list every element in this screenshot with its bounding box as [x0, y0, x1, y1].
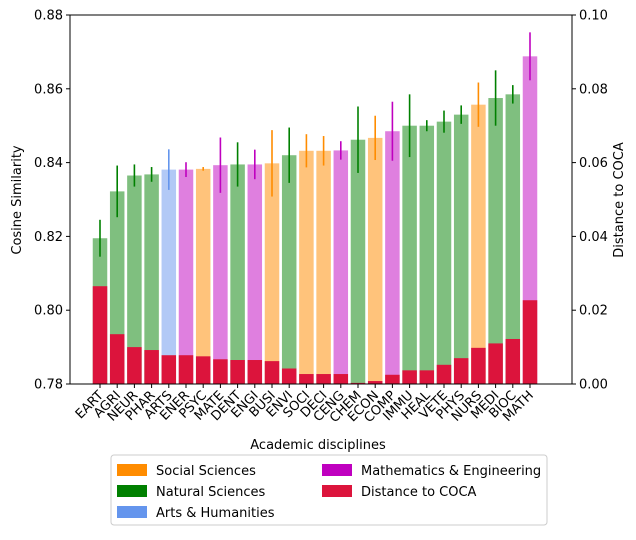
y-tick-label-left: 0.80	[34, 304, 63, 319]
similarity-bar-ceng	[333, 150, 349, 384]
distance-bar-deci	[316, 374, 331, 384]
distance-bar-nurs	[471, 347, 486, 384]
similarity-bar-dent	[230, 164, 245, 384]
distance-bar-busi	[264, 361, 280, 384]
distance-bar-ener	[178, 355, 194, 384]
similarity-bar-soci	[299, 150, 314, 384]
similarity-bar-comp	[385, 131, 400, 384]
y-tick-label-left: 0.82	[34, 230, 63, 245]
legend-label: Social Sciences	[156, 464, 256, 479]
y-tick-label-left: 0.88	[34, 9, 63, 24]
y-tick-label-right: 0.02	[579, 304, 608, 319]
distance-bar-arts	[161, 355, 177, 384]
distance-bar-comp	[385, 374, 400, 384]
legend-label: Natural Sciences	[156, 485, 265, 500]
similarity-bar-psyc	[195, 168, 211, 384]
y-tick-label-right: 0.00	[579, 378, 608, 393]
similarity-bar-mate	[213, 165, 228, 384]
y-tick-label-right: 0.10	[579, 9, 608, 24]
similarity-bar-envi	[281, 155, 297, 384]
legend: Social Sciences Natural Sciences Arts & Hu…	[110, 454, 548, 526]
distance-bar-vete	[436, 364, 452, 384]
similarity-bar-nurs	[471, 104, 486, 385]
similarity-bar-neur	[127, 175, 142, 384]
distance-bar-phar	[144, 350, 159, 384]
distance-bar-econ	[367, 381, 383, 384]
similarity-bar-busi	[264, 163, 280, 384]
legend-swatch	[322, 464, 352, 476]
legend-swatch	[117, 485, 147, 497]
similarity-bar-heal	[419, 125, 435, 384]
distance-bar-mate	[213, 359, 228, 384]
legend-label: Distance to COCA	[361, 485, 477, 500]
distance-bar-bioc	[505, 338, 521, 384]
x-axis-label: Academic disciplines	[250, 438, 386, 453]
distance-bar-heal	[419, 370, 435, 384]
distance-bar-psyc	[195, 356, 211, 384]
legend-swatch	[117, 506, 147, 518]
error-bars-layer	[99, 32, 531, 257]
y-tick-label-left: 0.86	[34, 82, 63, 97]
similarity-bar-econ	[367, 137, 383, 384]
y-axis-label-left: Cosine Similarity	[10, 145, 25, 255]
y-tick-label-left: 0.78	[34, 378, 63, 393]
distance-bar-soci	[299, 374, 314, 384]
distance-bar-dent	[230, 360, 245, 384]
distance-bar-immu	[402, 370, 417, 384]
y-axis-label-right: Distance to COCA	[612, 142, 627, 258]
distance-bar-envi	[281, 368, 297, 384]
distance-bar-eart	[92, 286, 108, 384]
distance-bar-chem	[350, 382, 366, 384]
distance-bar-neur	[127, 347, 142, 384]
similarity-bar-arts	[161, 169, 177, 384]
distance-bar-agri	[109, 334, 125, 384]
distance-bar-engi	[247, 360, 263, 384]
distance-bar-phys	[453, 358, 469, 384]
distance-bar-math	[522, 300, 538, 384]
similarity-bar-phar	[144, 174, 159, 384]
legend-label: Arts & Humanities	[156, 506, 275, 521]
similarity-bar-ener	[178, 169, 194, 384]
similarity-bar-bioc	[505, 94, 521, 385]
similarity-bar-medi	[488, 98, 503, 385]
distance-bar-ceng	[333, 374, 349, 384]
legend-label: Mathematics & Engineering	[361, 464, 541, 479]
axes-layer	[69, 14, 573, 385]
similarity-bar-phys	[453, 114, 469, 384]
y-tick-label-right: 0.06	[579, 156, 608, 171]
similarity-bar-immu	[402, 125, 417, 384]
ticks-layer: EARTAGRINEURPHARARTSENERPSYCMATEDENTENGI…	[34, 9, 608, 426]
similarity-bar-engi	[247, 164, 263, 384]
legend-swatch	[117, 464, 147, 476]
y-tick-label-left: 0.84	[34, 156, 63, 171]
bars-layer	[92, 56, 538, 385]
legend-swatch	[322, 485, 352, 497]
similarity-bar-chem	[350, 139, 366, 384]
y-tick-label-right: 0.04	[579, 230, 608, 245]
y-tick-label-right: 0.08	[579, 82, 608, 97]
similarity-bar-vete	[436, 121, 452, 385]
similarity-bar-deci	[316, 150, 331, 384]
distance-bar-medi	[488, 343, 503, 384]
